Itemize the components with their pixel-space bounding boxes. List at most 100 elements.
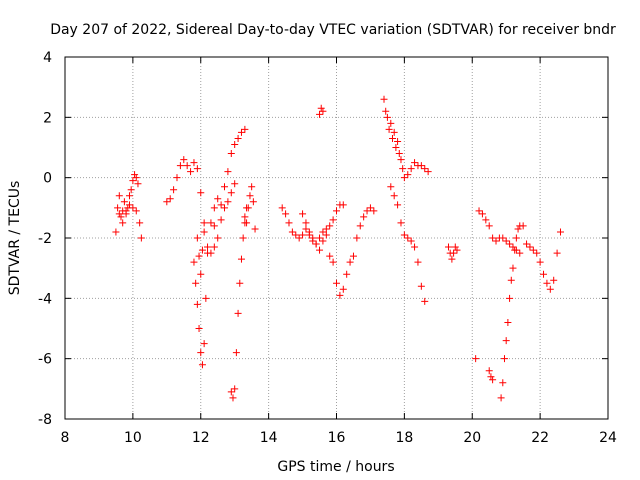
data-point-seg2	[119, 219, 127, 227]
data-point-seg6	[210, 204, 218, 212]
data-point-seg5	[198, 246, 206, 254]
data-point-seg15	[421, 297, 429, 305]
data-point-seg15	[407, 237, 415, 245]
data-point-seg10	[299, 231, 307, 239]
data-point-seg17	[485, 222, 493, 230]
data-point-seg18	[489, 376, 497, 384]
data-point-seg5	[195, 252, 203, 260]
data-point-seg18	[499, 379, 507, 387]
data-point-seg17	[556, 228, 564, 236]
data-point-seg3	[163, 198, 171, 206]
data-point-seg9	[251, 225, 259, 233]
x-tick-label: 18	[395, 430, 413, 446]
data-point-seg13	[333, 279, 340, 287]
data-point-seg10	[339, 201, 347, 209]
data-point-seg18	[504, 318, 512, 326]
x-tick-label: 24	[599, 430, 617, 446]
data-point-seg11	[302, 219, 310, 227]
data-point-seg10	[278, 204, 286, 212]
data-point-seg16	[453, 246, 461, 254]
x-tick-label: 16	[328, 430, 346, 446]
data-point-seg18	[502, 337, 510, 345]
data-point-seg17	[523, 240, 531, 248]
data-point-seg8	[234, 309, 242, 317]
data-point-seg9	[243, 219, 251, 227]
data-point-seg7	[210, 243, 218, 251]
data-point-seg14	[421, 165, 429, 173]
y-tick-label: 2	[43, 110, 52, 126]
data-point-seg7	[221, 204, 229, 212]
data-point-seg14	[394, 137, 402, 145]
data-point-seg13	[370, 207, 378, 215]
data-point-seg1	[129, 177, 137, 185]
data-point-seg7	[214, 234, 222, 242]
data-point-seg17	[536, 258, 544, 266]
data-point-seg8	[231, 385, 239, 393]
data-point-seg1	[112, 228, 120, 236]
data-point-seg17	[553, 249, 561, 257]
data-point-seg10	[326, 222, 334, 230]
x-tick-label: 12	[192, 430, 210, 446]
data-point-seg14	[387, 119, 395, 127]
data-point-seg3	[204, 243, 212, 251]
y-axis-label: SDTVAR / TECUs	[7, 181, 23, 296]
data-point-seg5	[193, 234, 201, 242]
data-point-seg17	[540, 270, 548, 278]
data-point-seg1	[125, 192, 133, 200]
data-point-seg8	[232, 349, 240, 357]
data-point-seg12	[317, 104, 325, 112]
data-point-seg10	[288, 228, 296, 236]
data-point-seg10	[333, 207, 340, 215]
data-point-seg18	[487, 373, 495, 381]
data-point-seg14	[395, 150, 403, 158]
data-point-seg17	[482, 216, 490, 224]
data-point-seg16	[444, 243, 452, 251]
data-point-seg15	[397, 219, 405, 227]
data-point-seg17	[478, 210, 486, 218]
data-point-seg17	[550, 276, 558, 284]
data-point-seg4	[197, 349, 205, 357]
data-point-seg15	[394, 201, 402, 209]
data-point-seg6	[221, 183, 229, 191]
data-point-seg18	[511, 246, 519, 254]
data-point-seg3	[180, 156, 188, 164]
data-point-seg11	[322, 231, 330, 239]
x-tick-label: 10	[124, 430, 142, 446]
data-point-seg15	[400, 231, 408, 239]
axis-ticks	[64, 56, 609, 420]
data-point-seg18	[512, 234, 520, 242]
data-point-seg6	[227, 150, 235, 158]
data-point-seg13	[363, 207, 371, 215]
data-point-seg11	[305, 228, 313, 236]
data-point-seg10	[329, 216, 337, 224]
data-point-seg17	[475, 207, 483, 215]
data-point-seg5	[200, 228, 208, 236]
data-point-seg14	[400, 174, 408, 182]
y-tick-label: 4	[43, 50, 52, 66]
data-point-seg14	[392, 144, 400, 151]
data-point-seg2	[122, 207, 130, 215]
data-point-seg4	[193, 300, 201, 308]
data-point-seg8	[237, 255, 245, 263]
data-point-seg14	[382, 107, 390, 115]
data-point-seg10	[316, 234, 324, 242]
data-point-seg8	[236, 279, 244, 287]
x-tick-label: 22	[531, 430, 549, 446]
grid-lines	[65, 57, 608, 419]
data-point-seg3	[193, 165, 201, 173]
data-point-seg6	[214, 195, 222, 203]
data-point-seg4	[192, 279, 200, 287]
data-point-seg6	[237, 128, 245, 136]
data-point-seg4	[200, 340, 208, 348]
data-point-seg6	[224, 168, 232, 176]
data-point-seg13	[336, 291, 344, 299]
data-point-seg1	[115, 192, 123, 200]
data-point-seg5	[197, 270, 205, 278]
data-point-seg1	[132, 174, 140, 182]
data-point-seg3	[210, 222, 218, 230]
data-point-seg3	[166, 195, 174, 203]
data-point-seg12	[316, 110, 324, 118]
data-point-seg15	[387, 183, 395, 191]
data-point-seg3	[187, 168, 195, 176]
